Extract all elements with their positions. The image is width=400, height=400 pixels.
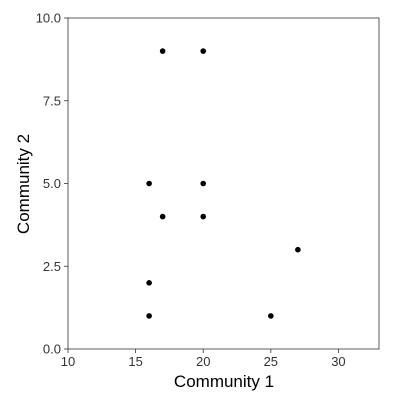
data-point bbox=[146, 313, 152, 319]
x-tick-label: 25 bbox=[264, 354, 278, 369]
y-tick-label: 0.0 bbox=[43, 342, 61, 357]
axis-ticks: 10 15 20 25 30 0.0 2.5 5.0 7.5 10.0 bbox=[36, 11, 346, 370]
x-tick-label: 30 bbox=[331, 354, 345, 369]
data-point bbox=[200, 180, 207, 187]
data-point bbox=[200, 48, 207, 54]
x-tick-label: 10 bbox=[61, 354, 75, 369]
data-point bbox=[295, 246, 301, 253]
data-point bbox=[159, 48, 166, 54]
data-point bbox=[146, 180, 152, 187]
data-point bbox=[159, 213, 166, 220]
y-axis-title: Community 2 bbox=[14, 134, 33, 234]
y-tick-label: 5.0 bbox=[43, 176, 61, 191]
y-tick-label: 10.0 bbox=[36, 11, 61, 26]
x-axis-title: Community 1 bbox=[174, 372, 274, 391]
data-point bbox=[268, 313, 274, 319]
data-point bbox=[146, 280, 152, 286]
x-tick-label: 20 bbox=[196, 354, 210, 369]
x-tick-label: 15 bbox=[128, 354, 142, 369]
data-point bbox=[200, 213, 207, 220]
y-tick-label: 7.5 bbox=[43, 93, 61, 108]
data-points bbox=[146, 48, 301, 319]
y-tick-label: 2.5 bbox=[43, 259, 61, 274]
